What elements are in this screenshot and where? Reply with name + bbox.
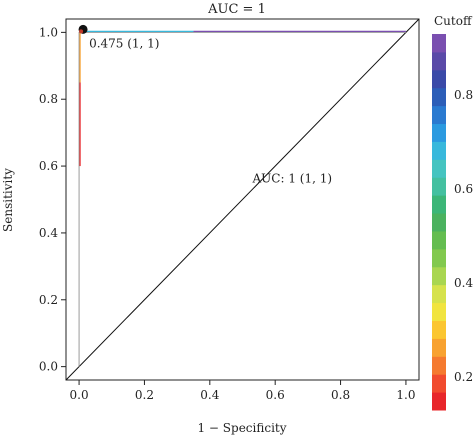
best-threshold-marker (79, 29, 84, 34)
diagonal-reference-line (65, 18, 420, 381)
y-tick-label-1: 0.2 (39, 293, 58, 307)
colorbar-swatch-12 (432, 177, 446, 196)
x-tick-label-3: 0.6 (266, 388, 285, 402)
roc-curve-base (78, 31, 406, 367)
y-tick-label-4: 0.8 (39, 92, 58, 106)
colorbar-swatch-10 (432, 213, 446, 232)
colorbar-swatch-5 (432, 302, 446, 321)
colorbar-tick-label-2: 0.6 (454, 182, 473, 196)
x-tick-label-5: 1.0 (396, 388, 415, 402)
x-tick-label-1: 0.2 (135, 388, 154, 402)
x-tick-label-0: 0.0 (70, 388, 89, 402)
cutoff-colorbar: 0.2 0.4 0.6 0.8 (432, 34, 473, 411)
y-tick-label-2: 0.4 (39, 226, 58, 240)
colorbar-swatch-19 (432, 51, 446, 71)
y-axis-label: Sensitivity (1, 168, 15, 232)
colorbar-swatch-14 (432, 141, 446, 160)
colorbar-swatch-18 (432, 69, 446, 89)
colorbar-tick-label-3: 0.8 (454, 88, 473, 102)
x-tick-label-4: 0.8 (331, 388, 350, 402)
colorbar-title: Cutoff (434, 14, 473, 28)
colorbar-swatch-17 (432, 87, 446, 107)
colorbar-swatch-16 (432, 105, 446, 125)
x-axis-label: 1 − Specificity (197, 421, 286, 435)
roc-curve (78, 30, 406, 367)
x-axis: 0.0 0.2 0.4 0.6 0.8 1.0 (70, 380, 415, 402)
y-tick-label-5: 1.0 (39, 25, 58, 39)
colorbar-swatch-9 (432, 230, 446, 250)
auc-annotation: AUC: 1 (1, 1) (252, 172, 333, 186)
x-tick-label-2: 0.4 (200, 388, 219, 402)
colorbar-tick-label-0: 0.2 (454, 370, 473, 384)
plot-frame (65, 18, 420, 381)
colorbar-swatch-20 (432, 34, 446, 53)
chart-title: AUC = 1 (207, 2, 266, 17)
colorbar-tick-label-1: 0.4 (454, 276, 473, 290)
colorbar-swatch-13 (432, 159, 446, 178)
y-tick-label-3: 0.6 (39, 159, 58, 173)
colorbar-swatch-3 (432, 338, 446, 357)
colorbar-swatch-1 (432, 374, 446, 393)
colorbar-swatch-8 (432, 248, 446, 268)
y-tick-label-0: 0.0 (39, 360, 58, 374)
colorbar-swatch-0 (432, 392, 446, 411)
colorbar-swatch-4 (432, 320, 446, 339)
colorbar-swatch-15 (432, 123, 446, 142)
colorbar-swatch-7 (432, 266, 446, 286)
y-axis: 0.0 0.2 0.4 0.6 0.8 1.0 (39, 25, 66, 374)
best-threshold-label: 0.475 (1, 1) (89, 36, 159, 50)
colorbar-swatch-2 (432, 356, 446, 375)
colorbar-swatch-11 (432, 195, 446, 214)
colorbar-swatch-6 (432, 284, 446, 304)
